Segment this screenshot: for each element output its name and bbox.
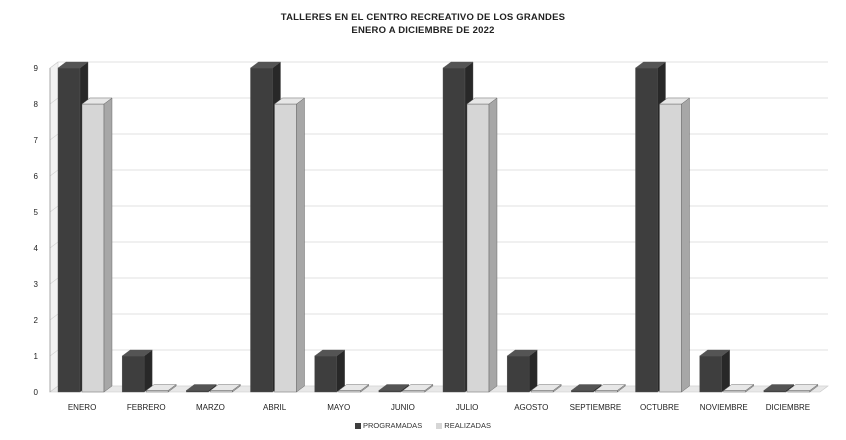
y-tick-label: 8 — [34, 100, 39, 109]
bar-programadas-junio — [378, 384, 410, 393]
y-tick-label: 1 — [34, 352, 39, 361]
x-tick-label: FEBRERO — [127, 403, 166, 412]
bar-realizadas-marzo — [209, 384, 241, 393]
bar-programadas-septiembre — [570, 384, 602, 393]
bar-realizadas-enero — [81, 97, 113, 393]
x-tick-label: MAYO — [327, 403, 350, 412]
bar-programadas-mayo — [314, 349, 346, 393]
legend-swatch-programadas — [355, 423, 362, 430]
bar-programadas-noviembre — [699, 349, 731, 393]
legend: PROGRAMADAS REALIZADAS — [0, 421, 846, 430]
gridline-depth — [49, 97, 59, 105]
x-tick-label: NOVIEMBRE — [700, 403, 748, 412]
y-tick-label: 6 — [34, 172, 39, 181]
x-tick-label: DICIEMBRE — [766, 403, 810, 412]
x-tick-label: ABRIL — [263, 403, 287, 412]
gridline-depth — [49, 349, 59, 357]
legend-label-programadas: PROGRAMADAS — [363, 421, 423, 430]
bar-realizadas-junio — [402, 384, 434, 393]
bar-realizadas-abril — [273, 97, 306, 393]
bar-programadas-diciembre — [763, 384, 795, 393]
bar-programadas-agosto — [506, 349, 538, 393]
gridline-depth — [49, 313, 59, 321]
chart-title: TALLERES EN EL CENTRO RECREATIVO DE LOS … — [280, 12, 566, 23]
gridline-depth — [49, 169, 59, 177]
bar-realizadas-febrero — [145, 384, 177, 393]
gridline-depth — [49, 61, 59, 69]
y-tick-label: 2 — [34, 316, 39, 325]
bar-realizadas-mayo — [338, 384, 370, 393]
y-tick-label: 4 — [34, 244, 39, 253]
bar-chart: 0 1 2 3 4 5 6 7 8 9 ENERO FEBRERO MARZO ABRIL MAYO JUNI… — [34, 61, 829, 412]
x-tick-label: AGOSTO — [514, 403, 548, 412]
y-tick-label: 9 — [34, 64, 39, 73]
x-tick-label: ENERO — [68, 403, 96, 412]
y-tick-label: 0 — [34, 388, 39, 397]
side-wall — [49, 61, 59, 393]
y-tick-label: 7 — [34, 136, 39, 145]
gridline-depth — [49, 385, 59, 393]
bar-realizadas-diciembre — [787, 384, 819, 393]
gridline-depth — [49, 133, 59, 141]
bar-programadas-febrero — [121, 349, 153, 393]
legend-label-realizadas: REALIZADAS — [444, 421, 491, 430]
bar-realizadas-octubre — [658, 97, 691, 393]
x-tick-label: JUNIO — [391, 403, 415, 412]
x-tick-label: OCTUBRE — [640, 403, 679, 412]
legend-item-realizadas: REALIZADAS — [436, 421, 491, 430]
y-tick-label: 3 — [34, 280, 39, 289]
legend-item-programadas: PROGRAMADAS — [355, 421, 424, 430]
bar-realizadas-julio — [466, 97, 498, 393]
gridline-depth — [49, 241, 59, 249]
x-tick-label: JULIO — [456, 403, 479, 412]
y-tick-label: 5 — [34, 208, 39, 217]
bar-realizadas-agosto — [530, 384, 562, 393]
x-tick-label: MARZO — [196, 403, 225, 412]
bar-realizadas-noviembre — [723, 384, 755, 393]
bar-programadas-marzo — [185, 384, 217, 393]
legend-swatch-realizadas — [436, 423, 443, 430]
gridline-depth — [49, 205, 59, 213]
bar-realizadas-septiembre — [594, 384, 626, 393]
x-tick-label: SEPTIEMBRE — [570, 403, 622, 412]
chart-subtitle: ENERO A DICIEMBRE DE 2022 — [351, 25, 495, 36]
gridline-depth — [49, 277, 59, 285]
